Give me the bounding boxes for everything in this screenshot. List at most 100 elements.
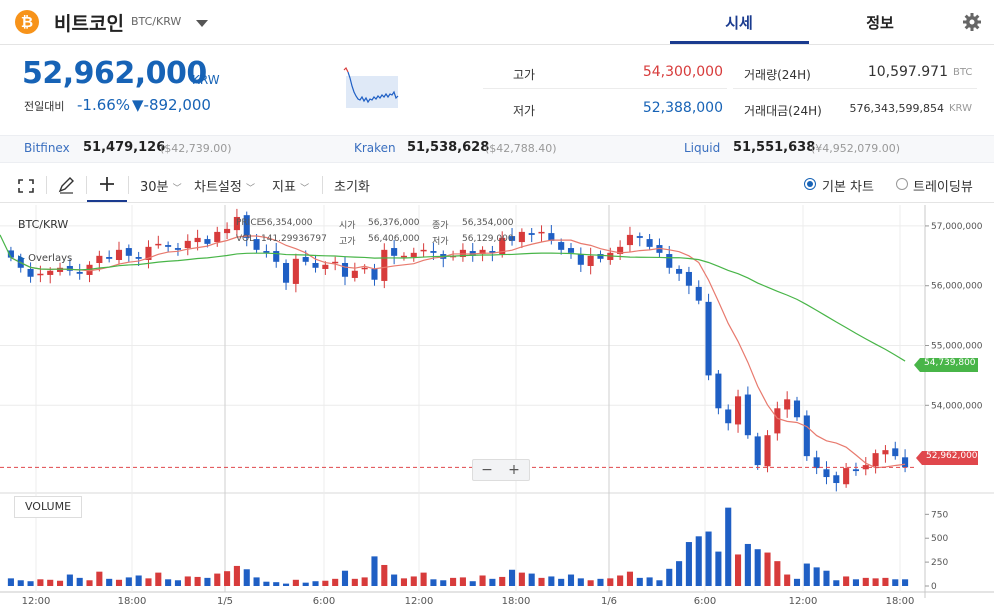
volume-bar [676, 561, 683, 586]
candle-body [843, 468, 850, 485]
candle-body [813, 457, 820, 469]
volume-bar [479, 575, 486, 586]
volume-bar [115, 579, 123, 586]
volume-bar [381, 564, 388, 586]
volume-bar [302, 582, 309, 586]
chart-settings-menu[interactable]: 차트설정 ﹀ [194, 176, 255, 195]
tooltip-open-value: 56,376,000 [368, 218, 420, 228]
exchange-kraken-name[interactable]: Kraken [354, 141, 396, 155]
zoom-in-button[interactable]: + [508, 462, 520, 478]
volume-bar [420, 572, 427, 586]
price-axis-tick-label: 56,000,000 [931, 282, 983, 292]
value-24h-unit: KRW [949, 103, 972, 114]
volume-bar [813, 567, 820, 586]
volume-bar [725, 507, 732, 586]
candle-body [7, 250, 14, 258]
candle-body [351, 270, 358, 278]
candlestick-chart-svg[interactable]: 54,000,000 55,000,000 56,000,000 57,000,000… [0, 203, 994, 609]
price-axis-tick-label: 54,000,000 [931, 401, 983, 411]
coin-name: 비트코인 [54, 13, 124, 35]
candle-body [322, 264, 329, 269]
toolbar-separator [128, 176, 129, 194]
gear-icon[interactable] [962, 12, 982, 32]
drawing-pen-icon[interactable] [57, 176, 75, 194]
volume-bar [135, 575, 142, 586]
volume-bar [165, 579, 172, 586]
candle-body [165, 245, 172, 247]
tradingview-label[interactable]: 트레이딩뷰 [913, 180, 973, 195]
volume-bar [96, 571, 103, 586]
zoom-out-button[interactable]: − [481, 462, 493, 478]
candle-body [705, 301, 712, 376]
candle-body [744, 394, 751, 436]
exchange-liquid-price: 51,551,638 [733, 140, 816, 155]
candle-body [302, 257, 309, 262]
crosshair-tool-button[interactable] [87, 168, 127, 202]
time-axis-tick-label: 12:00 [789, 596, 818, 607]
volume-pane-label: VOLUME [14, 496, 82, 518]
last-price-label: 52,962,000 [926, 451, 978, 461]
interval-select[interactable]: 30분 ﹀ [140, 176, 182, 195]
volume-axis-tick-label: 750 [931, 510, 948, 520]
ma-short-line [10, 235, 906, 469]
candle-body [676, 268, 683, 274]
volume-24h-unit: BTC [953, 67, 973, 78]
tooltip-vol-label: VOL [236, 234, 255, 244]
candle-body [27, 268, 34, 277]
ma-long-price-marker: 54,739,800 [914, 357, 978, 372]
candle-body [155, 243, 162, 246]
exchange-liquid-jpy: (¥4,952,079.00) [811, 142, 901, 155]
tradingview-radio[interactable] [896, 178, 908, 190]
volume-bar [106, 578, 113, 586]
candle-body [263, 251, 270, 253]
fullscreen-icon[interactable] [18, 178, 34, 193]
candle-body [528, 233, 535, 235]
volume-bar [430, 579, 437, 586]
volume-bar [803, 563, 810, 586]
ma-long-price-label: 54,739,800 [924, 358, 976, 368]
tab-info[interactable]: 정보 [866, 14, 894, 32]
volume-bar [646, 577, 653, 586]
candle-body [823, 469, 830, 478]
coin-select-chevron-down-icon[interactable] [196, 20, 208, 27]
tooltip-low-label: 저가 [432, 237, 449, 247]
volume-bar [282, 583, 290, 586]
volume-bar [86, 580, 93, 586]
volume-bar [184, 576, 191, 586]
price-chart-area[interactable]: 54,000,000 55,000,000 56,000,000 57,000,000… [0, 203, 994, 609]
indicators-menu[interactable]: 지표 ﹀ [272, 176, 309, 195]
tab-active-indicator [670, 41, 809, 44]
reset-button[interactable]: 초기화 [334, 180, 370, 195]
change-rate: -1.66% [77, 96, 131, 114]
volume-bar [715, 551, 722, 586]
volume-bar [76, 577, 83, 586]
tooltip-high-label: 고가 [339, 237, 356, 247]
basic-chart-radio[interactable] [804, 178, 816, 190]
volume-bar [66, 574, 73, 586]
volume-bar [27, 581, 34, 586]
volume-bar [351, 578, 358, 586]
candle-body [76, 271, 83, 274]
candle-body [391, 248, 398, 256]
change-amount: ▼-892,000 [132, 96, 211, 114]
volume-bar [145, 578, 152, 586]
basic-chart-label[interactable]: 기본 차트 [822, 180, 874, 195]
low-value: 52,388,000 [642, 100, 723, 116]
volume-bar [204, 577, 211, 586]
candle-body [135, 257, 142, 259]
tab-price[interactable]: 시세 [725, 14, 753, 32]
candle-body [587, 255, 594, 266]
toolbar-separator [86, 176, 87, 194]
volume-bar [459, 577, 466, 586]
exchange-liquid-name[interactable]: Liquid [684, 141, 721, 155]
exchange-bitfinex-name[interactable]: Bitfinex [24, 141, 70, 155]
candle-body [37, 273, 44, 276]
value-24h-label: 거래대금(24H) [744, 104, 822, 118]
candle-body [715, 373, 722, 409]
volume-bar [361, 577, 368, 586]
volume-bar [37, 579, 44, 586]
volume-bar [332, 578, 339, 586]
overlays-toggle[interactable]: ▶ Overlays [18, 253, 72, 264]
candle-body [273, 251, 280, 262]
candle-body [125, 248, 132, 256]
